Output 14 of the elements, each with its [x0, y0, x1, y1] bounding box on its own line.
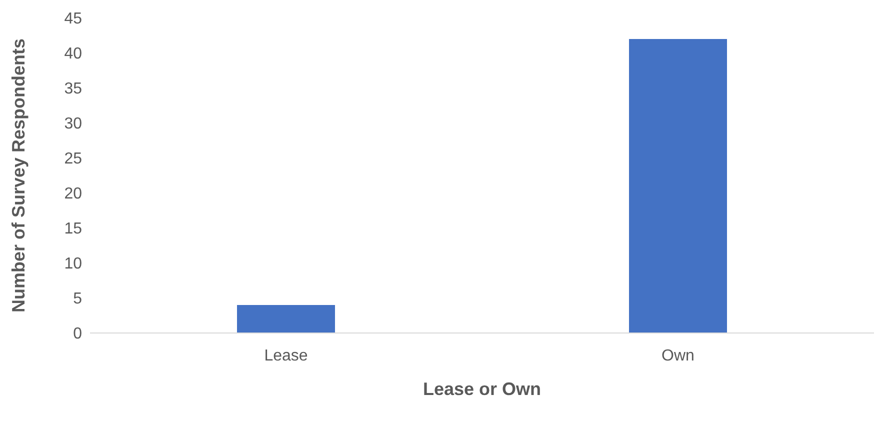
y-tick-label: 45 [64, 10, 82, 28]
y-tick-label: 30 [64, 116, 82, 133]
y-tick-label: 10 [64, 256, 82, 273]
y-tick-label: 35 [64, 80, 82, 98]
x-axis-title: Lease or Own [422, 379, 542, 399]
x-tick-label: Own [662, 347, 694, 364]
x-tick-label: Lease [264, 347, 308, 364]
y-tick-label: 0 [73, 326, 82, 343]
y-tick-label: 20 [64, 186, 82, 203]
y-tick-label: 5 [73, 290, 82, 308]
y-tick-label: 40 [64, 46, 82, 63]
y-axis-title: Number of Survey Respondents [8, 38, 28, 313]
y-tick-label: 15 [64, 220, 82, 238]
y-tick-label: 25 [64, 150, 82, 168]
